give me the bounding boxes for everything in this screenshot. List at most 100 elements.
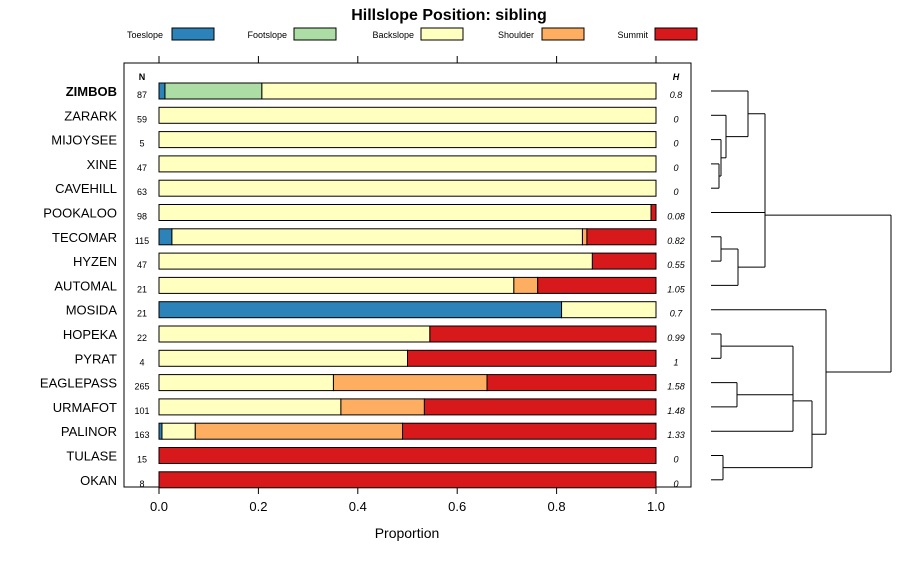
entropy-label: 0.7 xyxy=(670,309,684,319)
legend-label-footslope: Footslope xyxy=(247,30,287,40)
n-count-label: 4 xyxy=(139,357,144,367)
bar-segment-summit xyxy=(650,204,657,221)
category-label: ZARARK xyxy=(64,108,117,123)
entropy-label: 1.48 xyxy=(667,406,685,416)
n-count-label: 47 xyxy=(137,163,147,173)
entropy-label: 0.99 xyxy=(667,333,685,343)
row-tulase: TULASE 15 0 xyxy=(66,447,679,465)
category-label: EAGLEPASS xyxy=(40,376,117,391)
x-tick-label: 0.4 xyxy=(349,499,367,514)
bar-segment-backslope xyxy=(158,398,342,416)
bar-segment-summit xyxy=(537,276,657,294)
n-count-label: 47 xyxy=(137,260,147,270)
bar-segment-backslope xyxy=(261,82,657,100)
bar-segment-backslope xyxy=(158,276,515,294)
entropy-label: 1.05 xyxy=(667,284,686,294)
legend-swatch-shoulder xyxy=(541,27,585,41)
entropy-label: 0 xyxy=(673,163,678,173)
row-zimbob: ZIMBOB 87 0.8 xyxy=(66,82,682,100)
legend-swatch-backslope xyxy=(420,27,464,41)
dendrogram xyxy=(711,90,892,481)
bar-segment-backslope xyxy=(158,155,657,173)
legend-swatch-summit xyxy=(654,27,698,41)
bar-segment-summit xyxy=(407,349,657,367)
entropy-label: 1 xyxy=(673,357,678,367)
legend-swatch-footslope xyxy=(293,27,337,41)
bar-segment-backslope xyxy=(158,252,593,270)
entropy-label: 0.08 xyxy=(667,212,685,222)
category-label: POOKALOO xyxy=(43,206,117,221)
legend-label-shoulder: Shoulder xyxy=(498,30,534,40)
bar-segment-summit xyxy=(429,325,657,343)
entropy-label: 0 xyxy=(673,187,678,197)
bar-segment-footslope xyxy=(164,82,263,100)
x-axis-label: Proportion xyxy=(375,525,440,541)
n-count-label: 101 xyxy=(134,406,149,416)
row-cavehill: CAVEHILL 63 0 xyxy=(55,179,679,197)
row-mosida: MOSIDA 21 0.7 xyxy=(66,301,684,319)
category-label: XINE xyxy=(87,157,118,172)
bar-segment-shoulder xyxy=(581,228,588,246)
row-mijoysee: MIJOYSEE 5 0 xyxy=(51,131,679,149)
bar-segment-summit xyxy=(402,422,657,440)
category-label: PYRAT xyxy=(75,351,117,366)
category-label: OKAN xyxy=(80,473,117,488)
entropy-label: 0 xyxy=(673,479,678,489)
n-count-label: 265 xyxy=(134,382,149,392)
category-label: TECOMAR xyxy=(52,230,117,245)
n-count-label: 8 xyxy=(139,479,144,489)
category-label: MOSIDA xyxy=(66,303,118,318)
category-label: TULASE xyxy=(66,449,117,464)
row-okan: OKAN 8 0 xyxy=(80,471,679,489)
n-count-label: 21 xyxy=(137,284,147,294)
bar-segment-backslope xyxy=(158,349,408,367)
n-count-label: 22 xyxy=(137,333,147,343)
category-label: HYZEN xyxy=(73,254,117,269)
row-xine: XINE 47 0 xyxy=(87,155,679,173)
entropy-label: 1.33 xyxy=(667,430,685,440)
row-urmafot: URMAFOT 101 1.48 xyxy=(53,398,685,416)
bar-segment-summit xyxy=(158,471,657,489)
chart-title: Hillslope Position: sibling xyxy=(351,7,547,24)
bar-segment-summit xyxy=(586,228,657,246)
n-count-label: 87 xyxy=(137,90,147,100)
bar-segment-backslope xyxy=(158,179,657,197)
category-label: PALINOR xyxy=(61,424,117,439)
row-eaglepass: EAGLEPASS 265 1.58 xyxy=(40,374,685,392)
row-zarark: ZARARK 59 0 xyxy=(64,106,679,124)
h-column-header: H xyxy=(673,72,680,82)
bar-segment-backslope xyxy=(561,301,657,319)
x-tick-label: 1.0 xyxy=(647,499,665,514)
bar-segment-backslope xyxy=(158,374,334,392)
bar-segment-toeslope xyxy=(158,301,563,319)
n-count-label: 63 xyxy=(137,187,147,197)
entropy-label: 0.82 xyxy=(667,236,685,246)
bar-segment-shoulder xyxy=(513,276,539,294)
bar-segment-backslope xyxy=(158,325,431,343)
row-automal: AUTOMAL 21 1.05 xyxy=(54,276,686,294)
category-label: CAVEHILL xyxy=(55,181,117,196)
bar-segment-toeslope xyxy=(158,228,173,246)
n-count-label: 59 xyxy=(137,114,147,124)
n-count-label: 98 xyxy=(137,212,147,222)
n-count-label: 115 xyxy=(135,236,149,246)
bar-segment-shoulder xyxy=(340,398,425,416)
category-label: HOPEKA xyxy=(63,327,118,342)
entropy-label: 0 xyxy=(673,139,678,149)
n-column-header: N xyxy=(139,72,146,82)
bar-segment-summit xyxy=(158,447,657,464)
n-count-label: 15 xyxy=(137,455,147,465)
row-pyrat: PYRAT 4 1 xyxy=(75,349,679,367)
category-label: URMAFOT xyxy=(53,400,117,415)
bar-segment-summit xyxy=(591,252,657,270)
legend: Toeslope Footslope Backslope Shoulder Summit xyxy=(127,27,698,41)
legend-label-toeslope: Toeslope xyxy=(127,30,163,40)
x-tick-label: 0.8 xyxy=(548,499,566,514)
x-tick-label: 0.0 xyxy=(150,499,168,514)
x-tick-label: 0.6 xyxy=(448,499,466,514)
category-label: MIJOYSEE xyxy=(51,133,117,148)
bar-segment-backslope xyxy=(161,422,196,440)
